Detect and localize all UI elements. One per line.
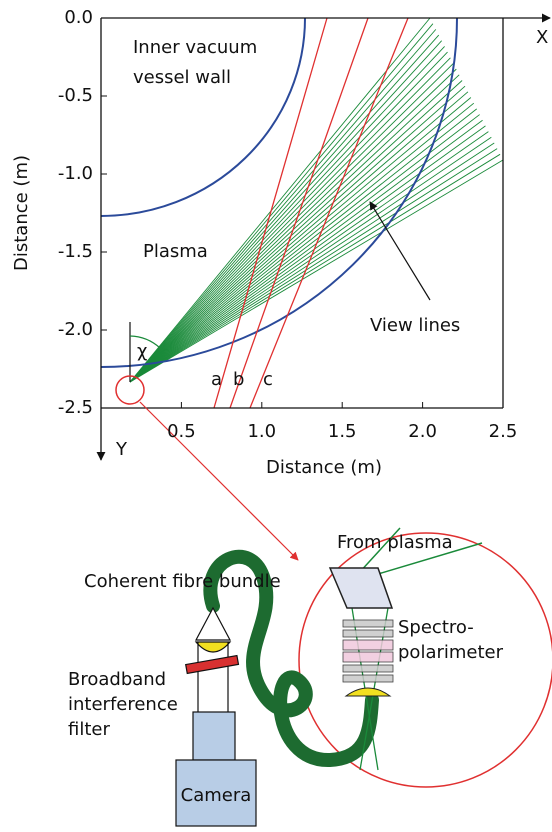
y-tick-label: 0.0 <box>64 7 93 28</box>
line-label: b <box>233 369 244 390</box>
wall-label: Inner vacuum <box>133 37 257 58</box>
red-lines <box>213 17 409 409</box>
y-tick-label: -1.0 <box>58 163 93 184</box>
view-lines <box>129 17 504 383</box>
y-axis-name: Y <box>115 439 128 460</box>
line-label: a <box>211 369 222 390</box>
view-line <box>129 80 463 383</box>
filter-label: Broadband <box>68 669 166 690</box>
axes <box>96 13 551 461</box>
view-line <box>129 57 451 383</box>
view-line <box>129 102 475 383</box>
fibre-bundle <box>203 549 379 768</box>
view-line <box>129 17 431 383</box>
view-line <box>129 29 437 383</box>
view-line <box>129 74 460 383</box>
optics <box>175 606 257 827</box>
filter-label: filter <box>68 719 110 740</box>
view-line <box>129 159 504 383</box>
line-label: c <box>263 369 273 390</box>
zoom-arrow <box>139 401 299 561</box>
view-line <box>129 51 448 383</box>
view-arrow <box>369 201 431 301</box>
view-line <box>129 63 454 383</box>
view-lines-label: View lines <box>370 315 460 336</box>
camera-label: Camera <box>181 785 252 806</box>
from-plasma-label: From plasma <box>337 532 453 553</box>
view-line <box>129 125 486 383</box>
y-tick-label: -0.5 <box>58 85 93 106</box>
y-tick-label: -1.5 <box>58 241 93 262</box>
view-line <box>129 85 466 383</box>
zoom-circle <box>115 375 145 405</box>
x-tick-label: 1.5 <box>328 421 357 442</box>
view-line <box>129 153 501 383</box>
view-line <box>129 68 457 383</box>
x-tick-label: 1.0 <box>247 421 276 442</box>
view-line <box>129 23 434 383</box>
filter-label: interference <box>68 694 178 715</box>
x-tick-label: 2.0 <box>408 421 437 442</box>
detail-circle <box>298 532 552 788</box>
y-tick-label: -2.5 <box>58 397 93 418</box>
angle-label: χ <box>137 341 147 362</box>
view-line <box>129 91 469 383</box>
spectro-label: Spectro- <box>398 617 474 638</box>
view-line <box>129 108 477 383</box>
spectro-polarimeter <box>328 527 483 771</box>
view-line <box>129 148 498 383</box>
view-line <box>129 34 440 383</box>
x-tick-label: 0.5 <box>167 421 196 442</box>
y-tick-label: -2.0 <box>58 319 93 340</box>
x-axis-label: Distance (m) <box>266 457 382 478</box>
spectro-label: polarimeter <box>398 642 504 663</box>
fibre-label: Coherent fibre bundle <box>84 571 281 592</box>
view-line <box>129 114 480 383</box>
view-line <box>129 131 489 383</box>
inner-wall <box>100 17 306 217</box>
x-axis-name: X <box>536 27 548 48</box>
outer-wall <box>100 17 458 368</box>
y-axis-label: Distance (m) <box>11 155 32 271</box>
plasma-label: Plasma <box>143 241 208 262</box>
angle-arc <box>129 335 161 349</box>
x-tick-label: 2.5 <box>489 421 518 442</box>
view-line <box>129 46 445 383</box>
view-line <box>129 40 443 383</box>
wall-label: vessel wall <box>133 67 231 88</box>
view-line <box>129 97 472 383</box>
view-line <box>129 142 495 383</box>
